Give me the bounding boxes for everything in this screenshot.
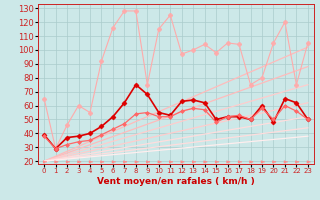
X-axis label: Vent moyen/en rafales ( km/h ): Vent moyen/en rafales ( km/h ) [97,177,255,186]
